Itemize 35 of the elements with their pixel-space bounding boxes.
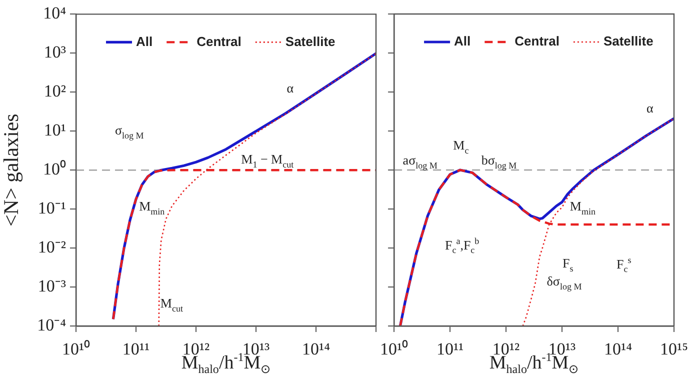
- annotation: F$_{s}$: [562, 256, 574, 274]
- y-tick-label: 10⁻³: [38, 276, 66, 296]
- y-tick-label: 10⁻⁴: [37, 315, 66, 334]
- annotation: σ$_{log M}$: [115, 122, 144, 140]
- legend-label: Satellite: [285, 34, 336, 49]
- annotation: M$_{c}$: [453, 138, 469, 156]
- annotation: α: [286, 80, 294, 96]
- y-tick-label: 10³: [44, 42, 66, 62]
- annotation: δσ$_{log M}$: [546, 273, 582, 291]
- y-tick-label: 10⁻²: [38, 238, 66, 257]
- y-axis-title: <N> galaxies: [0, 114, 24, 227]
- y-tick-label: 10¹: [44, 120, 66, 140]
- x-tick-label: 10¹⁴: [302, 340, 330, 359]
- legend-label: All: [136, 34, 153, 49]
- annotation: M$_{1}$ − M$_{cut}$: [241, 152, 294, 170]
- annotation: M$_{cut}$: [160, 296, 183, 314]
- y-tick-label: 10⁴: [43, 4, 66, 23]
- annotation: bσ$_{log M}$: [481, 152, 517, 170]
- annotation: aσ$_{log M}$: [402, 152, 438, 170]
- annotation: α: [646, 100, 654, 116]
- x-tick-label: 10¹⁰: [62, 340, 90, 359]
- legend-label: Satellite: [603, 34, 654, 49]
- x-tick-label: 10¹⁴: [604, 340, 632, 359]
- y-tick-label: 10⁻¹: [38, 198, 66, 218]
- x-tick-label: 10¹¹: [436, 340, 464, 359]
- x-tick-label: 10¹¹: [122, 340, 150, 359]
- x-tick-label: 10¹⁰: [380, 340, 408, 359]
- legend-label: All: [454, 34, 471, 49]
- annotation: M$_{min}$: [570, 199, 596, 217]
- x-tick-label: 10¹⁵: [660, 340, 688, 359]
- annotation: M$_{min}$: [139, 199, 165, 217]
- y-tick-label: 10⁰: [43, 160, 66, 179]
- legend-label: Central: [514, 34, 560, 49]
- y-tick-label: 10²: [44, 82, 66, 101]
- legend-label: Central: [196, 34, 242, 49]
